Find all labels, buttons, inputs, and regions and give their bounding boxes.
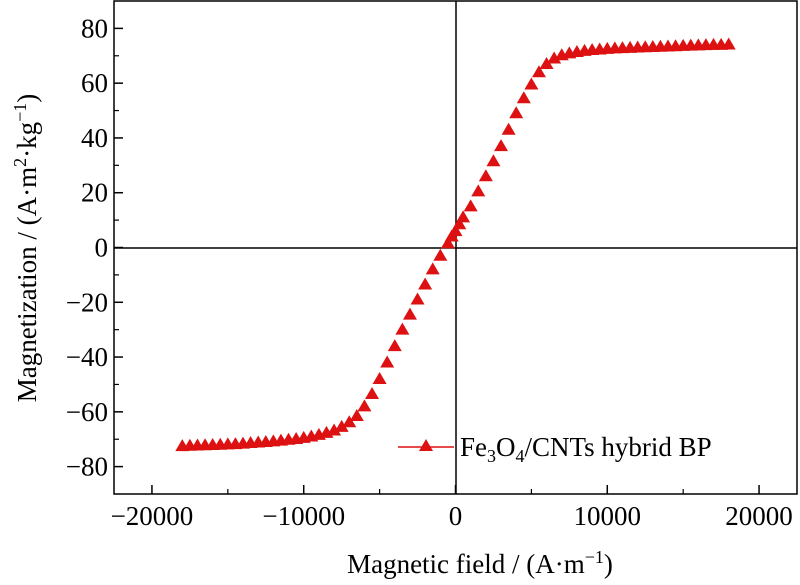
y-axis-title: Magnetization / (A·m2·kg−1) — [10, 94, 42, 403]
data-point-triangle — [501, 122, 516, 135]
data-point-triangle — [524, 77, 539, 90]
data-point-triangle — [721, 37, 736, 50]
data-point-triangle — [516, 91, 531, 104]
y-tick-label: −60 — [66, 397, 108, 427]
data-point-triangle — [452, 217, 467, 230]
data-point-triangle — [547, 51, 562, 64]
legend: Fe3O4/CNTs hybrid BP — [398, 432, 712, 466]
data-point-triangle — [342, 415, 357, 428]
data-point-triangle — [357, 399, 372, 412]
data-point-triangle — [440, 236, 455, 249]
data-point-triangle — [425, 262, 440, 275]
y-tick-label: −80 — [66, 452, 108, 482]
data-point-triangle — [349, 408, 364, 421]
data-point-triangle — [494, 139, 509, 152]
data-point-triangle — [334, 419, 349, 432]
y-tick-label: −40 — [66, 342, 108, 372]
data-point-triangle — [418, 277, 433, 290]
x-tick-label: −20000 — [111, 501, 194, 531]
x-tick-label: 20000 — [725, 501, 793, 531]
data-point-triangle — [402, 307, 417, 320]
data-point-triangle — [539, 56, 554, 69]
y-tick-label: 0 — [95, 233, 109, 263]
data-point-triangle — [387, 339, 402, 352]
data-point-triangle — [372, 371, 387, 384]
data-point-triangle — [486, 154, 501, 167]
data-point-triangle — [365, 387, 380, 400]
x-axis-title: Magnetic field / (A·m−1) — [347, 547, 613, 579]
data-point-triangle — [478, 169, 493, 182]
x-tick-label: 0 — [449, 501, 463, 531]
legend-marker — [419, 439, 433, 451]
data-point-triangle — [531, 65, 546, 78]
x-tick-label: −10000 — [262, 501, 345, 531]
data-point-triangle — [380, 355, 395, 368]
y-tick-label: 60 — [81, 68, 108, 98]
series-markers — [175, 37, 736, 452]
data-point-triangle — [327, 423, 342, 436]
data-point-triangle — [456, 210, 471, 223]
data-point-triangle — [509, 106, 524, 119]
y-axis-ticks: −80 −60 −40 −20 0 20 40 60 80 — [66, 13, 123, 482]
data-point-triangle — [471, 184, 486, 197]
y-tick-label: 20 — [81, 178, 108, 208]
data-point-triangle — [433, 248, 448, 261]
y-tick-label: 40 — [81, 123, 108, 153]
x-axis-ticks: −20000 −10000 0 10000 20000 — [111, 485, 793, 531]
data-point-triangle — [410, 292, 425, 305]
x-tick-label: 10000 — [574, 501, 642, 531]
data-point-triangle — [448, 224, 463, 237]
y-tick-label: 80 — [81, 13, 108, 43]
data-point-triangle — [463, 199, 478, 212]
legend-label: Fe3O4/CNTs hybrid BP — [460, 432, 712, 466]
data-point-triangle — [395, 322, 410, 335]
y-tick-label: −20 — [66, 287, 108, 317]
